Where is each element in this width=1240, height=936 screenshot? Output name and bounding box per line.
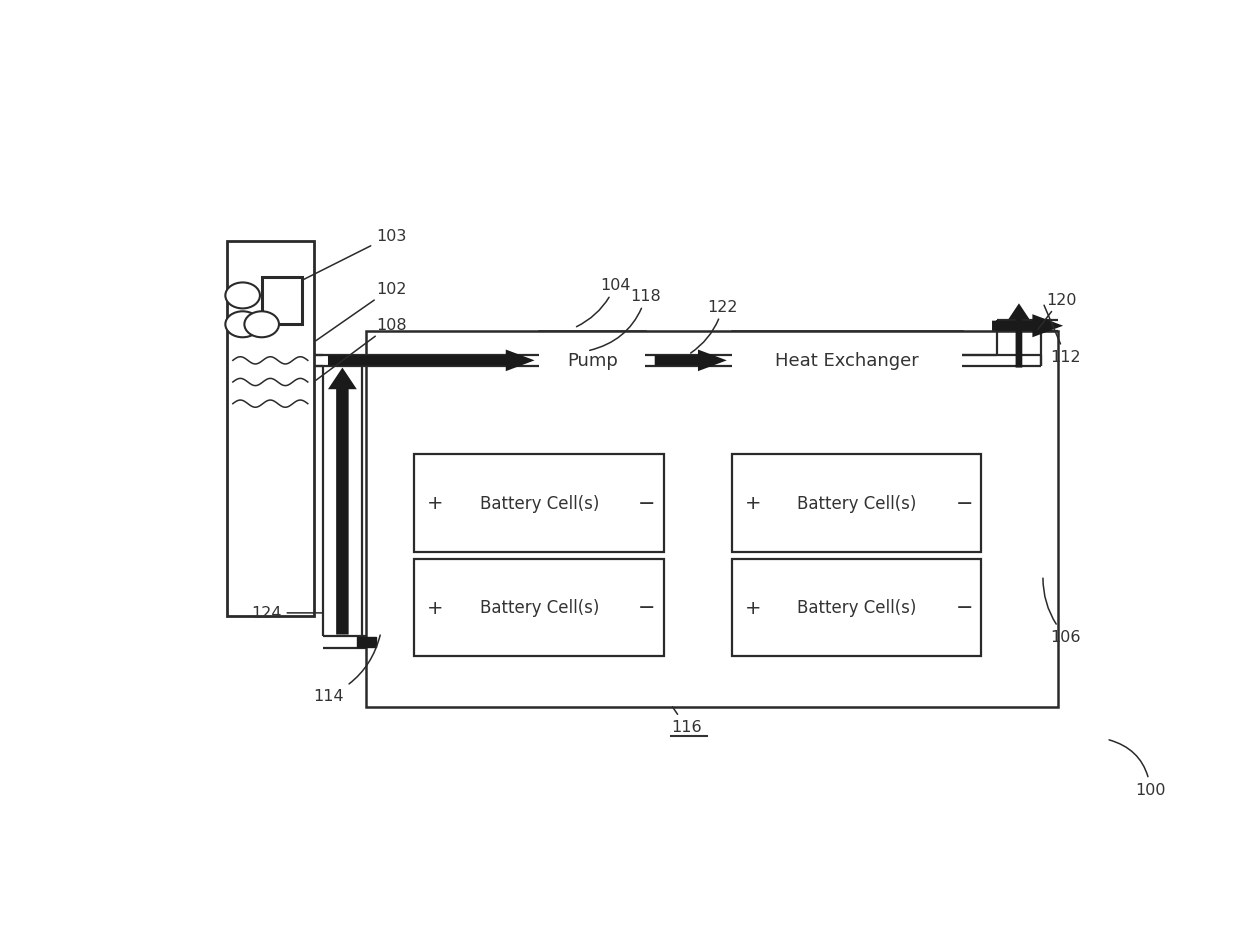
Text: +: + [744, 598, 761, 618]
Bar [539, 332, 645, 389]
Text: 118: 118 [590, 288, 661, 351]
Circle shape [244, 312, 279, 338]
Text: −: − [955, 493, 973, 513]
Circle shape [226, 283, 260, 309]
Text: Battery Cell(s): Battery Cell(s) [480, 494, 599, 512]
Text: 102: 102 [316, 282, 407, 342]
Text: 116: 116 [671, 707, 702, 735]
Text: 100: 100 [1109, 740, 1166, 797]
Text: 124: 124 [250, 606, 322, 621]
Text: 122: 122 [691, 300, 738, 354]
Text: Battery Cell(s): Battery Cell(s) [480, 599, 599, 617]
Text: +: + [744, 494, 761, 513]
Text: −: − [639, 493, 656, 513]
Text: Pump: Pump [567, 352, 618, 370]
Text: 114: 114 [314, 636, 381, 704]
Text: +: + [428, 598, 444, 618]
Text: 104: 104 [577, 278, 631, 328]
Bar [262, 278, 303, 325]
Bar [414, 559, 665, 656]
Bar [732, 455, 982, 552]
Polygon shape [1008, 304, 1029, 368]
Polygon shape [992, 314, 1063, 338]
Text: 112: 112 [1044, 306, 1081, 365]
Text: −: − [639, 598, 656, 618]
Text: 103: 103 [303, 228, 407, 281]
Circle shape [226, 312, 260, 338]
Text: +: + [428, 494, 444, 513]
Text: 106: 106 [1043, 578, 1081, 645]
Polygon shape [327, 350, 534, 372]
Polygon shape [655, 350, 727, 372]
Text: 120: 120 [1038, 292, 1076, 329]
Bar [732, 559, 982, 656]
Text: Battery Cell(s): Battery Cell(s) [797, 599, 916, 617]
Bar [227, 242, 314, 617]
Polygon shape [327, 368, 357, 635]
Text: 108: 108 [316, 317, 407, 381]
Bar [414, 455, 665, 552]
Bar [732, 332, 962, 389]
Text: Battery Cell(s): Battery Cell(s) [797, 494, 916, 512]
Text: Heat Exchanger: Heat Exchanger [775, 352, 919, 370]
Text: −: − [955, 598, 973, 618]
Bar [367, 332, 1058, 707]
